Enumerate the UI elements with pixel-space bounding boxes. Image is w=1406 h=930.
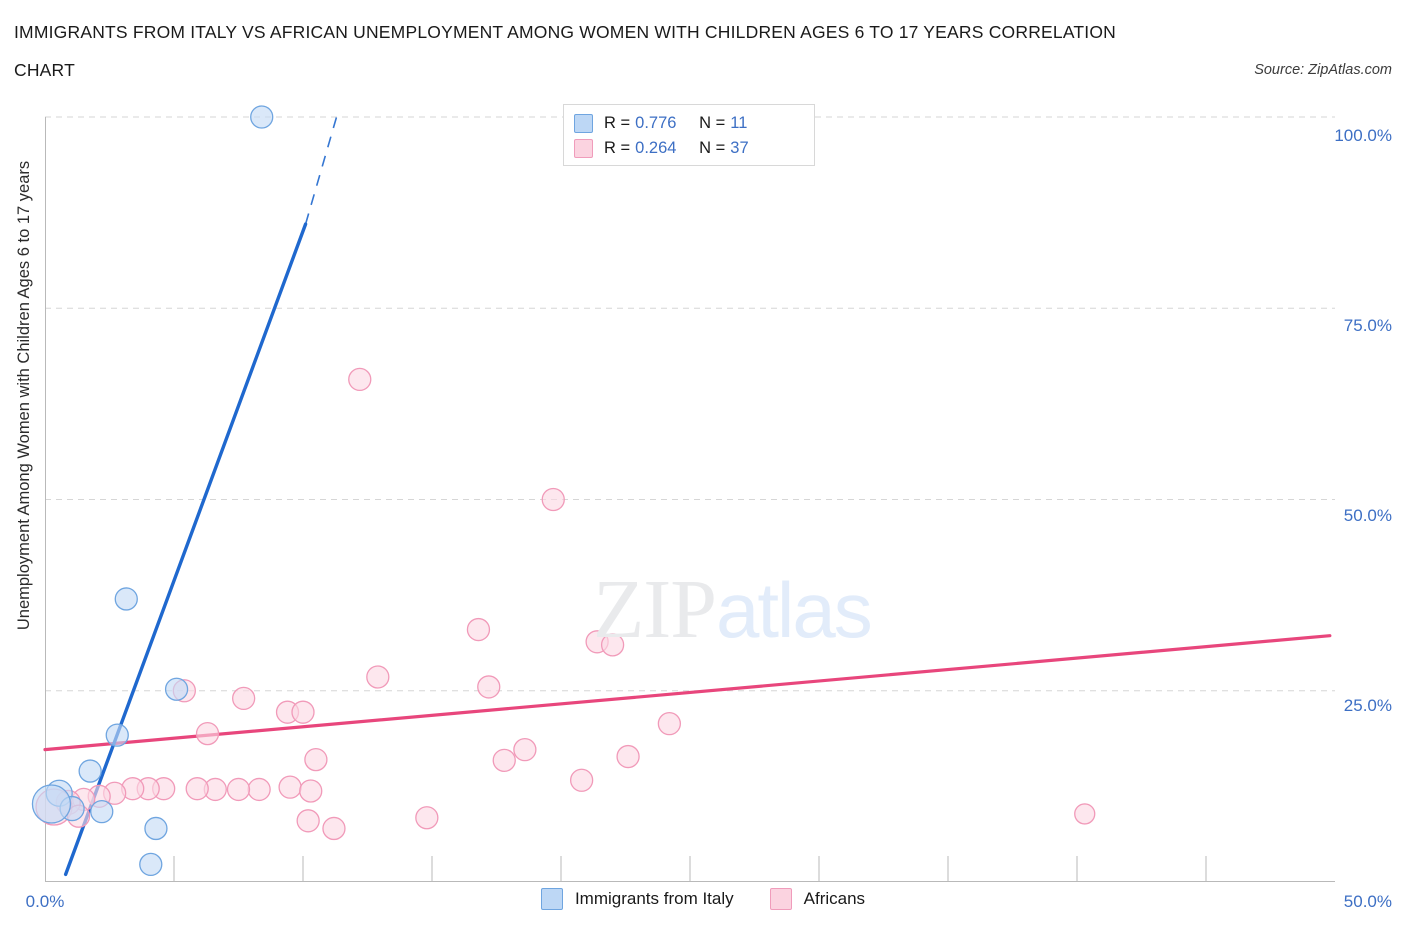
data-point[interactable] xyxy=(296,809,320,833)
data-point[interactable] xyxy=(415,806,439,830)
trend-lines xyxy=(43,116,1332,877)
r-label-pink: R = xyxy=(604,139,631,157)
data-point[interactable] xyxy=(304,747,328,772)
data-point[interactable] xyxy=(569,768,594,792)
data-point[interactable] xyxy=(600,633,625,657)
r-label-blue: R = xyxy=(604,114,631,132)
y-tick-25: 25.0% xyxy=(1343,696,1392,715)
data-point[interactable] xyxy=(105,723,129,747)
series-legend-item-italy[interactable]: Immigrants from Italy xyxy=(540,888,734,910)
data-point[interactable] xyxy=(144,816,168,841)
trend-line-africans xyxy=(43,634,1332,752)
series-swatch-italy-icon xyxy=(540,888,563,910)
data-point[interactable] xyxy=(616,744,640,769)
axis-lines xyxy=(45,117,1335,882)
data-point[interactable] xyxy=(291,700,315,724)
y-tick-75: 75.0% xyxy=(1343,316,1392,335)
y-tick-100: 100.0% xyxy=(1334,126,1392,145)
legend-swatch-pink-icon xyxy=(574,139,593,158)
data-point[interactable] xyxy=(195,721,220,746)
y-tick-50: 50.0% xyxy=(1343,506,1392,525)
correlation-row-blue: R = 0.776 N = 11 xyxy=(574,111,804,136)
data-point[interactable] xyxy=(366,665,390,689)
n-label-pink: N = xyxy=(699,139,726,157)
data-point[interactable] xyxy=(492,748,516,773)
y-axis-title-text: Unemployment Among Women with Children A… xyxy=(15,160,34,630)
x-tick-50: 50.0% xyxy=(1343,892,1392,911)
data-point[interactable] xyxy=(185,777,209,801)
series-legend: Immigrants from Italy Africans xyxy=(0,888,1406,910)
data-point[interactable] xyxy=(348,367,372,392)
n-value-blue: 11 xyxy=(730,114,748,132)
data-points-africans xyxy=(35,367,1096,841)
data-point[interactable] xyxy=(250,105,274,129)
trend-line-italy-extension xyxy=(304,116,338,225)
data-point[interactable] xyxy=(477,675,501,699)
series-swatch-africans-icon xyxy=(769,888,792,910)
data-point[interactable] xyxy=(513,738,537,762)
series-label-africans: Africans xyxy=(803,889,866,908)
y-axis-title: Unemployment Among Women with Children A… xyxy=(10,0,40,790)
page-title-line-1: IMMIGRANTS FROM ITALY VS AFRICAN UNEMPLO… xyxy=(14,22,1117,42)
page-title-line-2: CHART xyxy=(14,60,75,80)
data-point[interactable] xyxy=(657,711,682,736)
x-tick-0: 0.0% xyxy=(25,892,65,911)
trend-line-italy xyxy=(63,222,308,877)
data-point[interactable] xyxy=(139,852,163,877)
data-point[interactable] xyxy=(232,686,256,711)
data-point[interactable] xyxy=(541,487,565,512)
n-value-pink: 37 xyxy=(730,139,749,157)
data-point[interactable] xyxy=(247,777,271,802)
data-point[interactable] xyxy=(1074,803,1096,825)
correlation-legend: R = 0.776 N = 11 R = 0.264 N = 37 xyxy=(563,104,815,166)
data-point[interactable] xyxy=(278,775,302,799)
r-value-blue: 0.776 xyxy=(635,114,677,132)
data-point[interactable] xyxy=(322,816,346,841)
data-point[interactable] xyxy=(466,617,491,642)
data-point[interactable] xyxy=(164,677,189,701)
n-label-blue: N = xyxy=(699,114,726,132)
legend-swatch-blue-icon xyxy=(574,114,593,133)
plot-area: ZIPatlas xyxy=(31,105,1335,882)
series-label-italy: Immigrants from Italy xyxy=(574,889,734,908)
data-point[interactable] xyxy=(31,784,72,824)
data-points-italy xyxy=(31,105,274,877)
data-point[interactable] xyxy=(114,587,138,611)
data-point[interactable] xyxy=(90,799,114,824)
source-label: Source: ZipAtlas.com xyxy=(1254,62,1392,78)
correlation-row-pink: R = 0.264 N = 37 xyxy=(574,136,804,161)
plot-canvas xyxy=(31,105,1335,882)
data-point[interactable] xyxy=(226,777,251,802)
series-legend-item-africans[interactable]: Africans xyxy=(769,888,866,910)
r-value-pink: 0.264 xyxy=(635,139,677,157)
data-point[interactable] xyxy=(299,779,323,803)
data-point[interactable] xyxy=(78,759,102,783)
